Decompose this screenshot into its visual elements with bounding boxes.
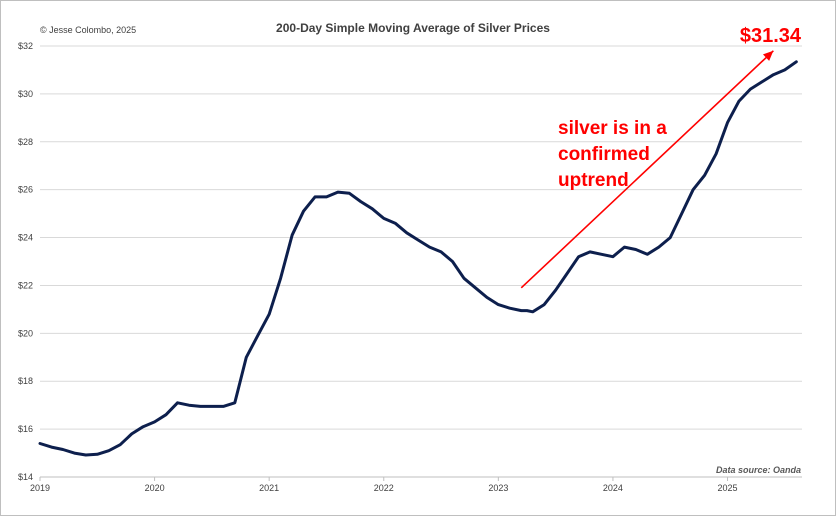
y-axis-ticks: $14 $16 $18 $20 $22 $24 $26 $28 $30 $32 [18,41,33,482]
y-tick-label: $24 [18,233,33,243]
y-tick-label: $20 [18,328,33,338]
y-tick-label: $18 [18,376,33,386]
y-tick-label: $14 [18,472,33,482]
data-source-note: Data source: Oanda [716,465,801,475]
latest-price-label: $31.34 [740,25,802,47]
y-tick-label: $22 [18,280,33,290]
x-tick-label: 2022 [374,483,394,493]
chart-title: 200-Day Simple Moving Average of Silver … [276,21,550,35]
x-tick-label: 2025 [718,483,738,493]
x-tick-label: 2020 [145,483,165,493]
x-tick-label: 2024 [603,483,623,493]
copyright-text: © Jesse Colombo, 2025 [40,25,136,35]
y-tick-label: $26 [18,185,33,195]
x-tick-label: 2019 [30,483,50,493]
trend-annotation-line: confirmed [558,144,650,165]
x-axis-ticks: 2019 2020 2021 2022 2023 2024 2025 [30,477,738,493]
trend-arrow-line [520,50,774,289]
trend-annotation-line: silver is in a [558,118,667,139]
y-tick-label: $16 [18,424,33,434]
y-tick-label: $28 [18,137,33,147]
series-line [38,60,798,457]
x-tick-label: 2023 [488,483,508,493]
series-layer [38,60,798,457]
annotation-layer: silver is in a confirmed uptrend $31.34 [520,25,802,289]
trend-annotation-line: uptrend [558,170,629,191]
gridlines [40,45,802,478]
y-tick-label: $32 [18,41,33,51]
trend-arrow-head [762,50,774,61]
x-tick-label: 2021 [259,483,279,493]
y-tick-label: $30 [18,89,33,99]
